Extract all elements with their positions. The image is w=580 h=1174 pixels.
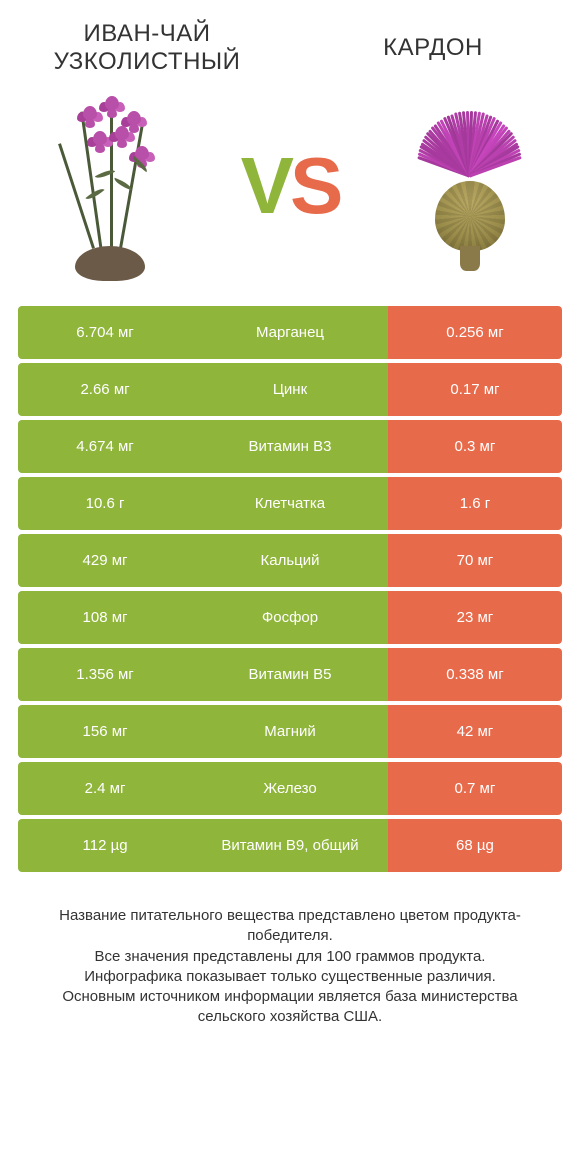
value-left: 2.66 мг	[18, 363, 192, 416]
hero-row: VS	[0, 76, 580, 306]
value-right: 23 мг	[388, 591, 562, 644]
value-left: 112 µg	[18, 819, 192, 872]
value-right: 0.338 мг	[388, 648, 562, 701]
table-row: 6.704 мгМарганец0.256 мг	[18, 306, 562, 359]
nutrient-label: Витамин B5	[192, 648, 388, 701]
infographic-page: Иван-чай узколистный Кардон VS 6.704 мгМ…	[0, 0, 580, 1174]
table-row: 1.356 мгВитамин B50.338 мг	[18, 648, 562, 701]
table-row: 156 мгМагний42 мг	[18, 705, 562, 758]
value-left: 4.674 мг	[18, 420, 192, 473]
value-right: 68 µg	[388, 819, 562, 872]
footer-notes: Название питательного вещества представл…	[0, 876, 580, 1028]
cardoon-icon	[400, 101, 540, 271]
value-right: 0.17 мг	[388, 363, 562, 416]
table-row: 2.66 мгЦинк0.17 мг	[18, 363, 562, 416]
nutrient-label: Железо	[192, 762, 388, 815]
table-row: 112 µgВитамин B9, общий68 µg	[18, 819, 562, 872]
product-title-right: Кардон	[316, 34, 550, 62]
comparison-table: 6.704 мгМарганец0.256 мг2.66 мгЦинк0.17 …	[0, 306, 580, 872]
footer-line: Все значения представлены для 100 граммо…	[28, 947, 552, 967]
value-right: 0.3 мг	[388, 420, 562, 473]
nutrient-label: Магний	[192, 705, 388, 758]
footer-line: Основным источником информации является …	[28, 987, 552, 1028]
value-left: 2.4 мг	[18, 762, 192, 815]
value-left: 429 мг	[18, 534, 192, 587]
nutrient-label: Витамин B9, общий	[192, 819, 388, 872]
value-right: 42 мг	[388, 705, 562, 758]
product-title-left: Иван-чай узколистный	[30, 20, 264, 76]
value-left: 1.356 мг	[18, 648, 192, 701]
nutrient-label: Клетчатка	[192, 477, 388, 530]
nutrient-label: Марганец	[192, 306, 388, 359]
value-left: 6.704 мг	[18, 306, 192, 359]
table-row: 108 мгФосфор23 мг	[18, 591, 562, 644]
value-left: 156 мг	[18, 705, 192, 758]
footer-line: Инфографика показывает только существенн…	[28, 967, 552, 987]
nutrient-label: Фосфор	[192, 591, 388, 644]
value-left: 10.6 г	[18, 477, 192, 530]
product-image-right	[390, 91, 550, 281]
value-right: 1.6 г	[388, 477, 562, 530]
product-image-left	[30, 91, 190, 281]
value-right: 0.7 мг	[388, 762, 562, 815]
table-row: 2.4 мгЖелезо0.7 мг	[18, 762, 562, 815]
table-row: 429 мгКальций70 мг	[18, 534, 562, 587]
vs-s: S	[290, 141, 339, 230]
value-right: 70 мг	[388, 534, 562, 587]
header: Иван-чай узколистный Кардон	[0, 0, 580, 76]
nutrient-label: Кальций	[192, 534, 388, 587]
table-row: 10.6 гКлетчатка1.6 г	[18, 477, 562, 530]
vs-v: V	[241, 141, 290, 230]
value-left: 108 мг	[18, 591, 192, 644]
fireweed-icon	[35, 91, 185, 281]
nutrient-label: Цинк	[192, 363, 388, 416]
nutrient-label: Витамин B3	[192, 420, 388, 473]
vs-label: VS	[241, 140, 340, 232]
table-row: 4.674 мгВитамин B30.3 мг	[18, 420, 562, 473]
value-right: 0.256 мг	[388, 306, 562, 359]
footer-line: Название питательного вещества представл…	[28, 906, 552, 947]
